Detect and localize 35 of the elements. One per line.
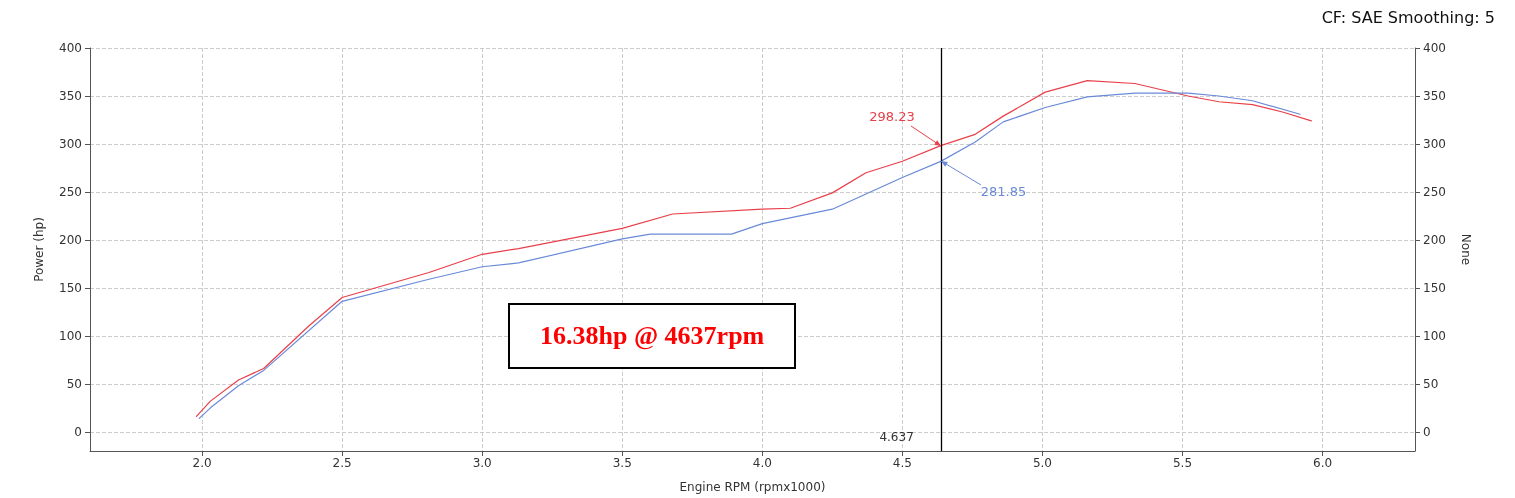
x-axis-title: Engine RPM (rpmx1000): [679, 480, 826, 494]
x-tick-label: 3.5: [612, 456, 632, 470]
y-tick-label: 250: [59, 184, 82, 199]
y2-axis-title: None: [1459, 233, 1473, 266]
ref-line-label: 4.637: [879, 430, 914, 444]
annotation: 298.23: [869, 108, 915, 124]
y-tick-label: 50: [66, 376, 82, 391]
y2-tick-label: 400: [1423, 41, 1446, 55]
y2-tick-label: 150: [1423, 280, 1446, 295]
y-tick-label: 0: [74, 424, 82, 439]
x-tick-label: 5.0: [1032, 456, 1052, 470]
x-tick-label: 4.5: [892, 456, 912, 470]
x-tick-label: 2.5: [332, 456, 352, 470]
y2-tick-label: 50: [1423, 376, 1439, 391]
y2-tick-label: 0: [1423, 424, 1431, 439]
y2-tick-label: 350: [1423, 88, 1446, 103]
x-tick-label: 5.5: [1172, 456, 1193, 470]
y2-tick-label: 300: [1423, 136, 1446, 151]
y2-tick-label: 250: [1423, 184, 1446, 199]
y-tick-label: 100: [59, 328, 82, 343]
y2-tick-label: 100: [1423, 328, 1446, 343]
y-tick-label: 150: [59, 280, 82, 295]
y2-tick-label: 200: [1423, 232, 1446, 247]
x-tick-label: 3.0: [472, 456, 492, 470]
x-tick-label: 2.0: [192, 456, 212, 470]
x-tick-label: 4.0: [752, 456, 772, 470]
y-tick-label: 300: [59, 136, 82, 151]
annotation: 16.38hp @ 4637rpm: [508, 303, 797, 369]
y-tick-label: 200: [59, 232, 82, 247]
chart-subtitle: CF: SAE Smoothing: 5: [1321, 7, 1496, 27]
annotation: 281.85: [980, 184, 1027, 200]
y-axis-title: Power (hp): [32, 217, 46, 282]
y-tick-label: 350: [59, 88, 82, 103]
y-tick-label: 400: [59, 41, 82, 55]
x-tick-label: 6.0: [1313, 456, 1333, 470]
